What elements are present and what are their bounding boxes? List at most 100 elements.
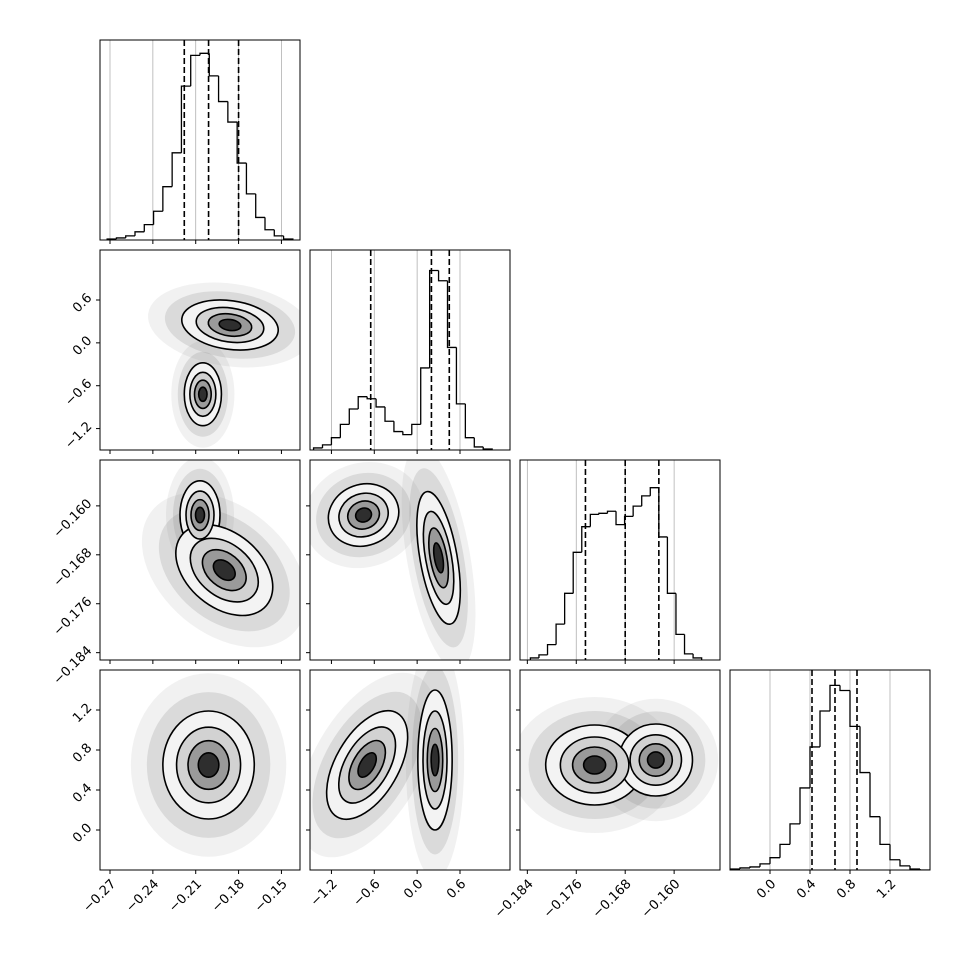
histogram-step xyxy=(839,685,850,692)
histogram-step xyxy=(615,511,625,526)
histogram-step xyxy=(115,237,126,239)
histogram-step xyxy=(330,437,341,445)
x-tick-label: −0.6 xyxy=(351,877,384,910)
density-contour xyxy=(432,542,445,574)
histogram-step xyxy=(236,122,247,164)
y-tick-label: −0.184 xyxy=(51,643,96,688)
histogram-step xyxy=(649,487,659,496)
histogram-step xyxy=(739,867,750,869)
panel-frame xyxy=(519,669,721,871)
density-contour xyxy=(582,755,607,775)
histogram-step xyxy=(692,653,703,660)
panel xyxy=(526,460,703,660)
histogram-step xyxy=(255,193,265,219)
density-contour xyxy=(646,751,665,769)
panel-frame xyxy=(99,39,301,241)
histogram-step xyxy=(227,101,238,123)
y-tick-label: −0.176 xyxy=(51,594,96,639)
x-tick-label: −0.168 xyxy=(590,877,635,922)
histogram-step xyxy=(357,396,368,409)
histogram-step xyxy=(889,844,900,861)
x-tick-label: 0.4 xyxy=(794,877,819,902)
histogram-step xyxy=(589,513,599,527)
histogram-step xyxy=(384,406,394,422)
y-tick-label: 0.0 xyxy=(70,821,95,846)
histogram-step xyxy=(437,270,448,282)
panel xyxy=(730,670,930,870)
histogram-step xyxy=(529,657,539,660)
histogram-step xyxy=(162,186,173,212)
histogram-step xyxy=(273,229,284,237)
x-tick-label: 1.2 xyxy=(874,877,899,902)
x-tick-label: −0.27 xyxy=(81,877,120,916)
panel xyxy=(310,670,465,870)
histogram-step xyxy=(264,217,275,231)
histogram-step xyxy=(658,487,668,538)
histogram-step xyxy=(759,863,770,867)
histogram-step xyxy=(339,423,350,438)
panel-frame xyxy=(309,669,511,871)
histogram-step xyxy=(859,726,870,774)
x-tick-label: −0.15 xyxy=(252,877,291,916)
histogram-step xyxy=(473,437,484,448)
histogram-step xyxy=(730,868,740,870)
panel-frame xyxy=(99,459,301,661)
histogram-step xyxy=(446,280,457,349)
density-contour xyxy=(197,386,208,403)
panel xyxy=(141,460,300,648)
histogram-step xyxy=(455,347,466,405)
density-contour xyxy=(197,752,220,778)
histogram-step xyxy=(598,512,608,515)
histogram-step xyxy=(572,551,582,594)
histogram-step xyxy=(769,857,780,864)
histogram-step xyxy=(789,823,800,845)
density-contour xyxy=(357,751,378,779)
histogram-step xyxy=(829,684,840,712)
histogram-step xyxy=(538,654,548,658)
histogram-step xyxy=(366,396,377,400)
panel xyxy=(106,40,294,240)
density-contour xyxy=(194,506,206,524)
x-tick-label: −0.160 xyxy=(639,877,684,922)
histogram-step xyxy=(143,223,154,232)
histogram-step xyxy=(190,54,200,87)
histogram-step xyxy=(464,403,475,439)
histogram-step xyxy=(420,367,430,425)
histogram-step xyxy=(321,444,332,448)
x-tick-label: −1.2 xyxy=(308,877,341,910)
x-tick-label: 0.0 xyxy=(754,877,779,902)
histogram-step xyxy=(125,235,135,238)
histogram-step xyxy=(134,231,145,236)
histogram-step xyxy=(171,152,182,187)
histogram-step xyxy=(546,643,557,655)
histogram-step xyxy=(208,53,219,77)
histogram-step xyxy=(199,52,210,56)
y-tick-label: −0.168 xyxy=(51,545,96,590)
histogram-step xyxy=(282,235,294,240)
x-tick-label: 0.8 xyxy=(834,877,859,902)
y-tick-label: −0.6 xyxy=(62,376,95,409)
x-tick-label: −0.18 xyxy=(209,877,248,916)
histogram-step xyxy=(779,843,790,858)
y-tick-label: 0.6 xyxy=(70,291,95,316)
histogram-step xyxy=(749,866,760,868)
density-contour xyxy=(218,318,242,332)
y-tick-label: 0.0 xyxy=(70,334,95,359)
histogram-step xyxy=(217,75,228,103)
histogram-step xyxy=(919,868,930,870)
histogram-step xyxy=(152,210,163,225)
histogram-step xyxy=(683,634,694,655)
panel xyxy=(310,460,476,660)
y-tick-label: 0.4 xyxy=(70,781,95,806)
y-tick-label: −1.2 xyxy=(62,419,95,452)
histogram-step xyxy=(411,423,421,435)
x-tick-label: −0.21 xyxy=(166,877,205,916)
histogram-step xyxy=(899,859,910,867)
panel xyxy=(130,673,287,857)
histogram-step xyxy=(799,787,810,824)
histogram-step xyxy=(675,593,685,636)
y-tick-label: 0.8 xyxy=(70,741,95,766)
y-tick-label: −0.160 xyxy=(51,497,96,542)
histogram-step xyxy=(482,446,493,450)
